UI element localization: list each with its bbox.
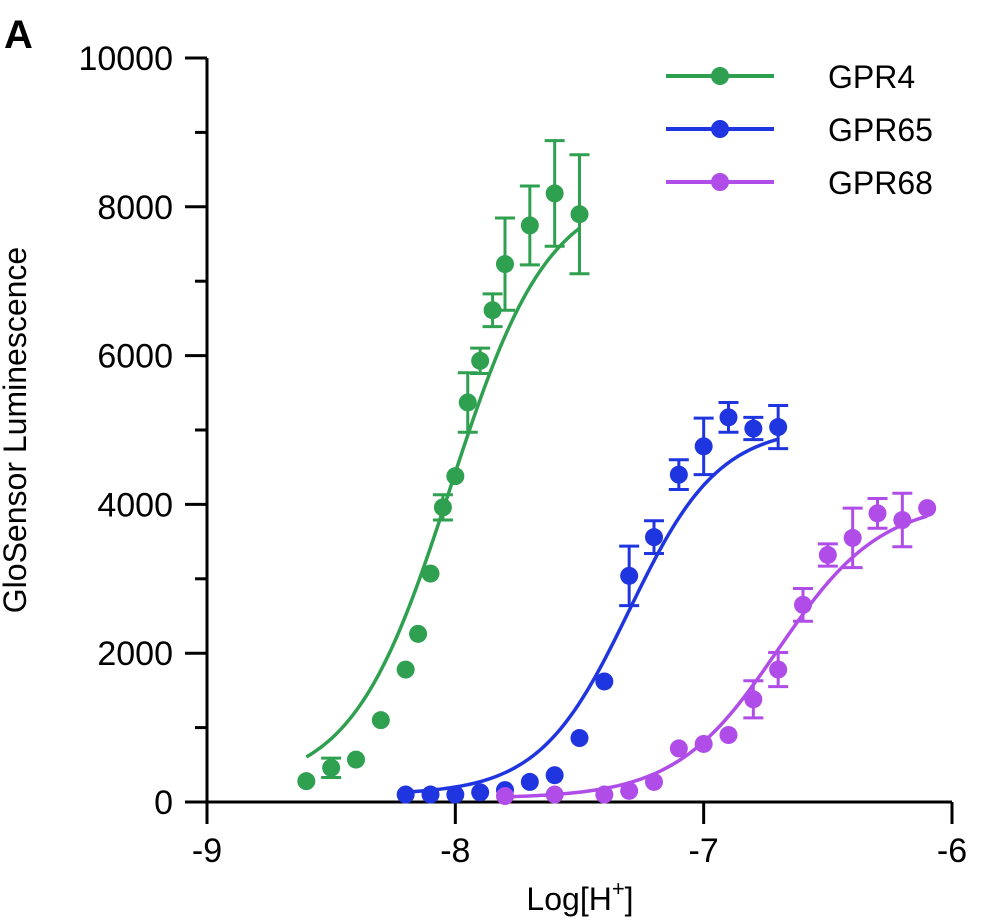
series-gpr4 <box>297 139 590 791</box>
data-point <box>471 783 490 802</box>
legend-item-gpr65: GPR65 <box>666 112 933 148</box>
data-point <box>496 787 514 806</box>
data-point <box>645 528 663 547</box>
data-point <box>744 690 763 709</box>
data-point <box>570 205 589 224</box>
legend-marker <box>711 173 729 191</box>
y-tick-label: 8000 <box>97 189 173 227</box>
data-point <box>620 566 639 585</box>
data-point <box>645 772 663 791</box>
panel-label: A <box>4 13 33 57</box>
axes: 0 2000 4000 6000 8000 10000 -9 -8 -7 -6 <box>78 40 967 870</box>
data-point <box>669 465 688 484</box>
x-tick-label: -6 <box>937 832 967 870</box>
data-point <box>694 734 713 753</box>
x-tick-label: -7 <box>689 832 719 870</box>
data-point <box>893 511 912 530</box>
legend-item-gpr68: GPR68 <box>666 165 933 201</box>
data-point <box>297 772 316 791</box>
fit-curve <box>504 514 928 799</box>
data-point <box>620 781 639 800</box>
data-point <box>347 750 365 769</box>
data-point <box>868 504 887 523</box>
data-point <box>471 351 490 370</box>
data-point <box>570 729 589 748</box>
data-point <box>520 216 539 235</box>
y-axis-ticks: 0 2000 4000 6000 8000 10000 <box>78 40 207 822</box>
x-axis-title-sup: + <box>612 876 625 901</box>
data-point <box>396 660 415 679</box>
data-point <box>595 785 614 804</box>
legend-item-gpr4: GPR4 <box>666 59 915 95</box>
data-point <box>371 711 390 730</box>
data-point <box>396 785 415 804</box>
x-tick-label: -9 <box>192 832 222 870</box>
data-point <box>545 766 564 785</box>
legend: GPR4 GPR65 GPR68 <box>666 59 933 201</box>
data-point <box>818 545 837 564</box>
data-point <box>719 408 738 427</box>
y-tick-label: 2000 <box>97 635 173 673</box>
data-point <box>520 772 539 791</box>
legend-label: GPR68 <box>828 165 933 201</box>
data-point <box>794 595 812 614</box>
data-point <box>769 418 788 437</box>
data-point <box>433 498 452 517</box>
data-point <box>421 785 440 804</box>
data-point <box>421 564 440 583</box>
legend-marker <box>711 67 729 85</box>
legend-marker <box>711 120 729 138</box>
x-axis-title-main: Log[H <box>526 881 611 917</box>
data-point <box>744 419 763 438</box>
legend-label: GPR4 <box>828 59 915 95</box>
data-point <box>769 660 788 679</box>
data-point <box>595 672 614 691</box>
y-axis-title: GloSensor Luminescence <box>0 247 33 613</box>
y-tick-label: 0 <box>154 784 173 822</box>
x-tick-label: -8 <box>440 832 470 870</box>
data-point <box>446 467 465 486</box>
data-point <box>446 785 465 804</box>
data-point <box>458 393 477 412</box>
y-tick-label: 6000 <box>97 338 173 376</box>
x-axis-title-end: ] <box>625 881 634 917</box>
data-point <box>483 301 502 320</box>
series-layer <box>297 139 937 806</box>
data-point <box>918 499 937 518</box>
data-point <box>545 785 564 804</box>
legend-label: GPR65 <box>828 112 933 148</box>
fit-curve <box>405 437 779 794</box>
data-point <box>545 184 564 203</box>
data-point <box>843 528 862 547</box>
y-tick-label: 10000 <box>78 40 173 78</box>
data-point <box>719 726 738 745</box>
data-point <box>409 624 428 643</box>
series-gpr68 <box>496 491 937 806</box>
data-point <box>669 739 688 758</box>
x-axis-ticks: -9 -8 -7 -6 <box>192 802 967 870</box>
data-point <box>322 758 341 777</box>
data-point <box>694 437 713 456</box>
y-tick-label: 4000 <box>97 486 173 524</box>
fit-curve <box>305 226 581 759</box>
x-axis-title: Log[H+] <box>526 876 633 917</box>
data-point <box>496 255 514 274</box>
